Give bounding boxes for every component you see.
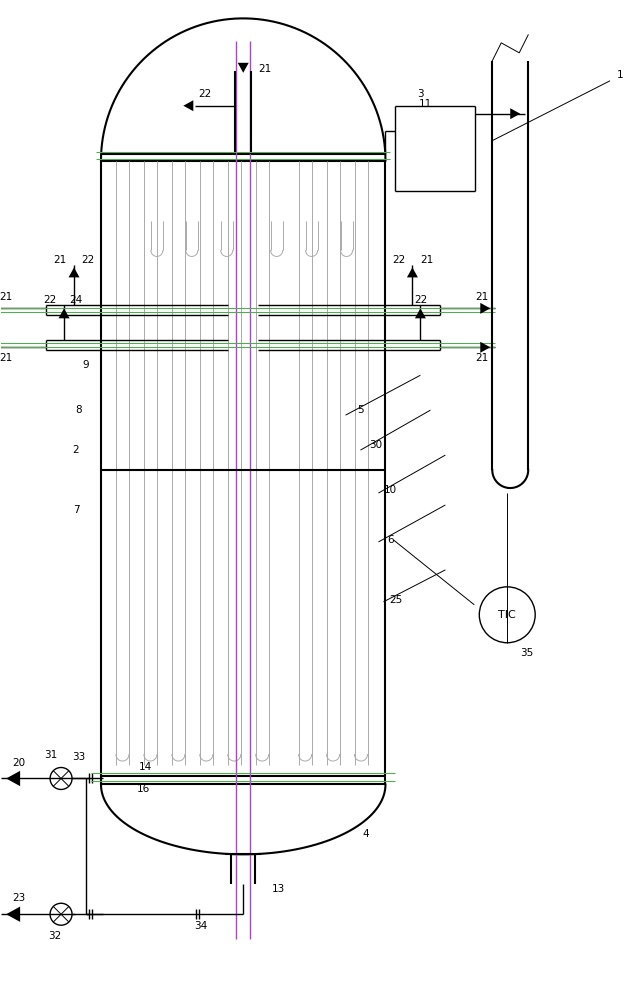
Text: 25: 25: [389, 595, 402, 605]
Polygon shape: [6, 771, 20, 786]
Text: 16: 16: [137, 784, 151, 794]
Text: 20: 20: [13, 758, 26, 768]
Text: 21: 21: [0, 353, 13, 363]
Polygon shape: [58, 308, 69, 318]
Text: 21: 21: [258, 64, 272, 74]
Text: 13: 13: [272, 884, 285, 894]
Text: 22: 22: [199, 89, 212, 99]
Text: 33: 33: [72, 752, 86, 762]
Text: 31: 31: [44, 750, 58, 760]
Polygon shape: [415, 308, 426, 318]
Text: 8: 8: [76, 405, 82, 415]
Text: 3: 3: [417, 89, 424, 99]
Text: 22: 22: [392, 255, 405, 265]
Text: 22: 22: [414, 295, 427, 305]
Text: 7: 7: [72, 505, 79, 515]
Text: 24: 24: [69, 295, 83, 305]
Text: 10: 10: [384, 485, 397, 495]
Polygon shape: [407, 267, 418, 277]
Text: TIC: TIC: [498, 610, 516, 620]
Polygon shape: [6, 907, 20, 922]
Text: 4: 4: [362, 829, 369, 839]
Text: 21: 21: [0, 292, 13, 302]
Polygon shape: [480, 342, 490, 353]
Text: 11: 11: [419, 99, 432, 109]
Text: 23: 23: [13, 893, 26, 903]
Text: 22: 22: [81, 255, 95, 265]
Text: 6: 6: [387, 535, 394, 545]
Text: 5: 5: [357, 405, 364, 415]
Text: 9: 9: [83, 360, 89, 370]
Polygon shape: [183, 100, 194, 111]
Text: 35: 35: [520, 648, 534, 658]
Polygon shape: [510, 108, 520, 119]
Text: 22: 22: [44, 295, 56, 305]
Text: 14: 14: [139, 762, 153, 772]
Text: 32: 32: [49, 931, 62, 941]
Text: 30: 30: [369, 440, 382, 450]
Polygon shape: [69, 267, 79, 277]
Text: 2: 2: [72, 445, 79, 455]
Text: 34: 34: [194, 921, 208, 931]
Text: 21: 21: [420, 255, 433, 265]
Text: 21: 21: [476, 292, 489, 302]
Text: 21: 21: [476, 353, 489, 363]
Text: 1: 1: [617, 70, 623, 80]
Polygon shape: [238, 63, 249, 73]
Text: 21: 21: [53, 255, 67, 265]
Polygon shape: [480, 303, 490, 314]
